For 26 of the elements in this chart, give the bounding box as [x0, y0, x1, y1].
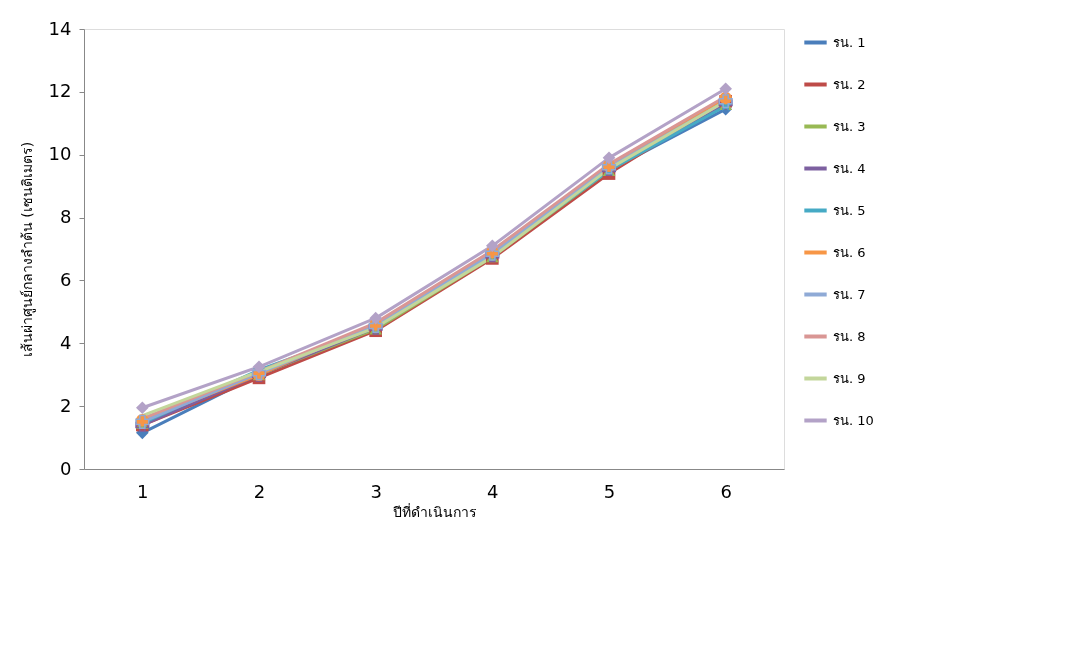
x-tick-label: 6 [720, 480, 732, 502]
y-tick-label: 2 [60, 394, 72, 416]
y-tick-label: 12 [48, 80, 72, 102]
x-tick-label: 4 [487, 480, 499, 502]
y-tick-label: 0 [60, 457, 72, 479]
legend-label: รน. 2 [833, 76, 866, 92]
legend-label: รน. 8 [833, 328, 866, 344]
legend-label: รน. 1 [833, 34, 866, 50]
x-tick-label: 3 [370, 480, 382, 502]
x-tick-label: 2 [253, 480, 266, 502]
legend-label: รน. 10 [833, 412, 874, 428]
y-tick-label: 8 [60, 206, 72, 228]
legend-label: รน. 5 [833, 202, 866, 218]
x-axis-title: ปีที่ดำเนินการ [392, 502, 477, 520]
y-tick-label: 4 [60, 331, 72, 353]
legend-label: รน. 3 [833, 118, 866, 134]
x-tick-label: 5 [603, 480, 616, 502]
legend-label: รน. 9 [833, 370, 866, 386]
legend-label: รน. 7 [833, 286, 866, 302]
y-tick-label: 10 [48, 143, 72, 165]
legend-label: รน. 4 [833, 160, 866, 176]
y-tick-label: 6 [60, 268, 72, 290]
y-axis-title: เส้นผ่าศูนย์กลางลำต้น (เซนติเมตร) [18, 141, 36, 358]
y-tick-label: 14 [48, 17, 72, 39]
x-tick-label: 1 [137, 480, 149, 502]
legend-label: รน. 6 [833, 244, 866, 260]
